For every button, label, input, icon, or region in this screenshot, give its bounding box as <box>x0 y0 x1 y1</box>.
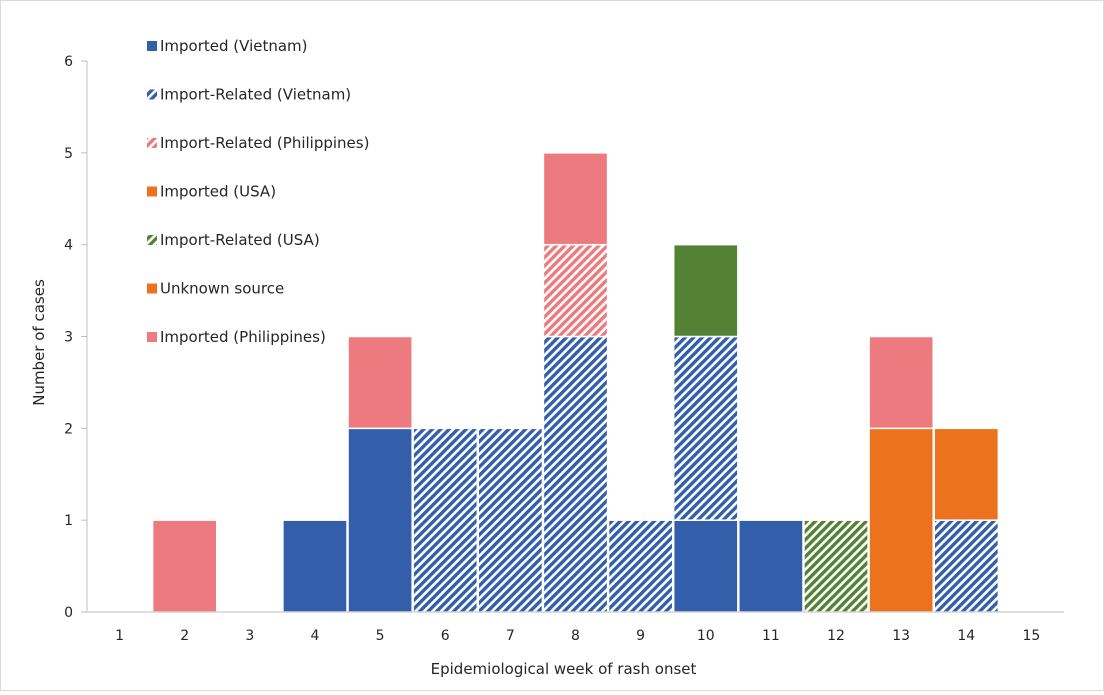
y-tick-label: 1 <box>64 513 73 529</box>
x-tick-label: 11 <box>762 628 780 644</box>
legend-label: Unknown source <box>160 280 284 298</box>
y-tick-label: 0 <box>64 605 73 621</box>
x-tick-label: 12 <box>827 628 845 644</box>
legend-swatch <box>147 41 157 51</box>
legend-label: Import-Related (Philippines) <box>160 134 369 152</box>
bar-segment-imported-vietnam-week-4 <box>282 519 348 613</box>
bar-segment-imported-vietnam-week-11 <box>738 519 804 613</box>
y-tick-labels: 0 1 2 3 4 5 6 <box>64 54 87 621</box>
legend-swatch <box>147 332 157 342</box>
x-tick-label: 6 <box>441 628 450 644</box>
x-tick-labels: 1 2 3 4 5 6 7 8 9 10 11 12 13 14 15 <box>115 628 1040 644</box>
x-tick-label: 3 <box>245 628 254 644</box>
legend-label: Imported (Philippines) <box>160 328 326 346</box>
bar-segment-imported-philippines-week-8 <box>542 152 609 246</box>
bar-segment-import-related-vietnam-week-9 <box>607 519 674 613</box>
x-tick-label: 2 <box>180 628 189 644</box>
y-tick-label: 4 <box>64 238 73 254</box>
x-tick-label: 5 <box>376 628 385 644</box>
legend-swatch <box>147 186 157 197</box>
x-tick-label: 8 <box>571 628 580 644</box>
legend-label: Imported (USA) <box>160 183 276 201</box>
bar-segment-imported-usa-week-10 <box>672 243 739 338</box>
bar-segment-imported-vietnam-week-10 <box>672 519 739 613</box>
bar-segment-import-related-vietnam-week-6 <box>412 427 479 613</box>
bar-segment-import-related-vietnam-week-14 <box>933 519 1000 613</box>
bar-segment-import-related-usa-week-12 <box>803 519 869 613</box>
x-tick-label: 7 <box>506 628 515 644</box>
bars-layer <box>151 152 1000 613</box>
legend-swatch <box>147 89 157 100</box>
bar-segment-imported-philippines-week-13 <box>868 335 934 430</box>
x-tick-label: 1 <box>115 628 124 644</box>
bar-segment-import-related-vietnam-week-10 <box>672 335 739 521</box>
x-axis-title: Epidemiological week of rash onset <box>431 660 697 678</box>
x-tick-label: 4 <box>311 628 320 644</box>
legend-label: Import-Related (Vietnam) <box>160 86 351 104</box>
x-tick-label: 9 <box>636 628 645 644</box>
legend-swatch <box>147 283 157 294</box>
bar-segment-unknown-source-week-13 <box>868 427 934 613</box>
bar-segment-imported-philippines-week-5 <box>347 335 413 430</box>
y-tick-label: 3 <box>64 330 73 346</box>
y-tick-label: 2 <box>64 421 73 437</box>
y-tick-label: 5 <box>64 146 73 162</box>
bar-segment-import-related-philippines-week-8 <box>542 243 609 338</box>
y-axis-title: Number of cases <box>30 279 48 406</box>
x-tick-label: 13 <box>892 628 910 644</box>
bar-segment-unknown-source-week-14 <box>933 427 1000 521</box>
legend-swatch <box>147 235 157 245</box>
legend-label: Imported (Vietnam) <box>160 37 308 55</box>
bar-segment-imported-philippines-week-2 <box>151 519 218 613</box>
bar-segment-imported-vietnam-week-5 <box>347 427 413 613</box>
legend: Imported (Vietnam) Import-Related (Vietna… <box>147 37 369 346</box>
x-tick-label: 15 <box>1023 628 1041 644</box>
y-tick-label: 6 <box>64 54 73 70</box>
legend-label: Import-Related (USA) <box>160 231 320 249</box>
bar-segment-import-related-vietnam-week-8 <box>542 335 609 613</box>
bar-segment-import-related-vietnam-week-7 <box>477 427 544 613</box>
legend-swatch <box>147 138 157 148</box>
x-tick-label: 10 <box>697 628 715 644</box>
x-tick-label: 14 <box>957 628 975 644</box>
